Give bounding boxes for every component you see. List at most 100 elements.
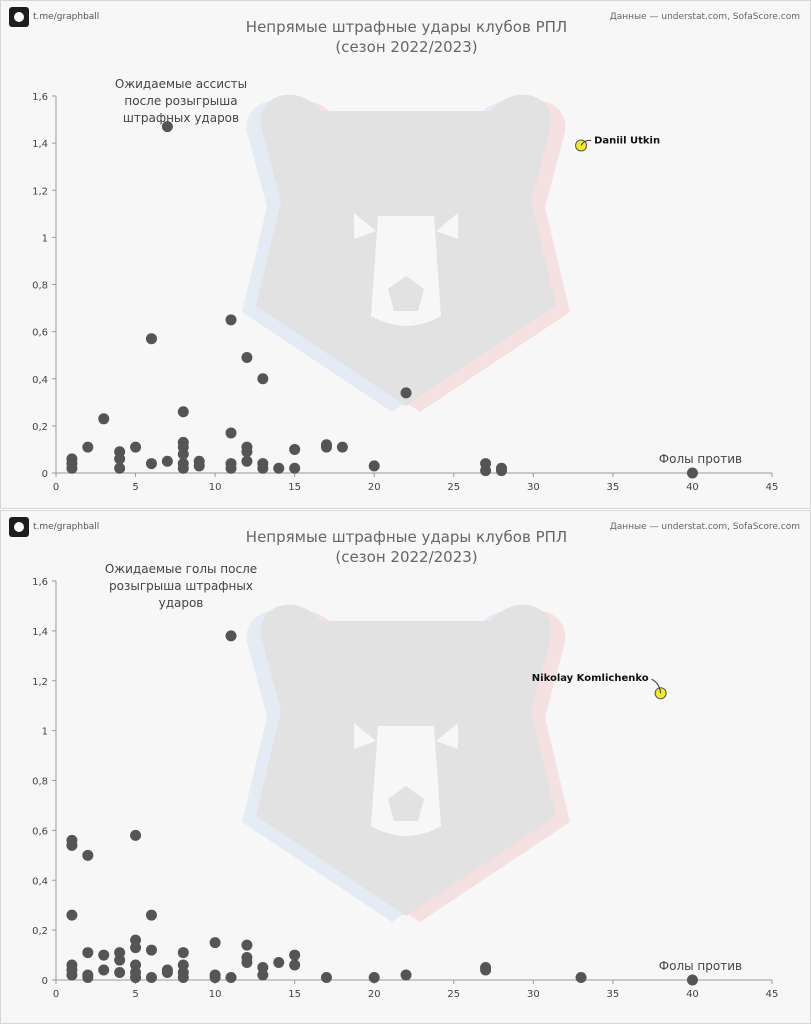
x-tick-label: 15 [288,482,301,493]
chart-title-line1: Непрямые штрафные удары клубов РПЛ [245,528,568,546]
data-point [130,441,142,453]
data-point [368,972,380,984]
bear-nose [388,786,424,821]
data-source: Данные — understat.com, SofaScore.com [609,522,800,532]
data-point [114,462,126,474]
y-tick-label: 1,4 [32,627,48,638]
y-tick-label: 1 [42,727,48,738]
data-point [257,462,269,474]
data-point [400,969,412,981]
football-icon [9,7,29,27]
data-point [273,957,285,969]
data-point [575,972,587,984]
data-point [145,944,157,956]
highlight-label: Daniil Utkin [594,135,660,146]
x-tick-label: 40 [686,989,699,1000]
data-point [177,947,189,959]
chart-title: Непрямые штрафные удары клубов РПЛ (сезо… [1,17,811,57]
data-point [257,969,269,981]
x-axis-label: Фолы против [659,959,742,973]
x-tick-label: 20 [368,989,381,1000]
data-point [66,839,78,851]
data-point [130,972,142,984]
data-point [225,972,237,984]
bear-watermark [242,94,570,412]
data-point [82,849,94,861]
data-point [241,957,253,969]
data-point [145,458,157,470]
data-point [66,969,78,981]
y-tick-label: 0 [42,469,48,480]
y-tick-label: 0,4 [32,375,48,386]
data-point [241,446,253,458]
data-point [257,373,269,385]
data-point [289,462,301,474]
data-source: Данные — understat.com, SofaScore.com [609,12,800,22]
data-point [82,947,94,959]
data-point [209,937,221,949]
bear-watermark [242,604,570,922]
x-tick-label: 30 [527,482,540,493]
data-point [225,427,237,439]
data-point [145,333,157,345]
data-point [145,972,157,984]
data-point [336,441,348,453]
data-point [686,974,698,986]
data-point [686,467,698,479]
data-point [82,972,94,984]
y-axis-label: розыгрыша штрафных [109,579,253,593]
data-point [209,972,221,984]
y-tick-label: 0,4 [32,876,48,887]
data-point [98,964,110,976]
data-point [400,387,412,399]
brand[interactable]: t.me/graphball [9,7,99,27]
x-tick-label: 30 [527,989,540,1000]
x-axis-label: Фолы против [659,452,742,466]
chart-title-line2: (сезон 2022/2023) [335,548,478,566]
data-point [289,443,301,455]
y-tick-label: 1 [42,233,48,244]
x-tick-label: 45 [766,482,779,493]
football-icon [9,517,29,537]
brand-handle: t.me/graphball [33,12,100,22]
x-tick-label: 45 [766,989,779,1000]
bear-nose [388,276,424,311]
y-tick-label: 1,2 [32,186,48,197]
data-point [480,964,492,976]
data-point [177,448,189,460]
data-point [177,462,189,474]
y-tick-label: 0,2 [32,926,48,937]
y-tick-label: 1,2 [32,677,48,688]
y-tick-label: 0,8 [32,777,48,788]
x-tick-label: 35 [607,989,620,1000]
y-axis-label: ударов [159,596,204,610]
x-tick-label: 0 [53,989,59,1000]
x-tick-label: 35 [607,482,620,493]
y-tick-label: 1,4 [32,139,48,150]
chart-title-line2: (сезон 2022/2023) [335,38,478,56]
bear-snout [371,726,441,836]
annotation-leader [651,678,662,694]
bear-snout [371,216,441,326]
data-point [145,909,157,921]
data-point [273,462,285,474]
y-tick-label: 0,6 [32,328,48,339]
data-point [161,455,173,467]
data-point [98,949,110,961]
x-tick-label: 0 [53,482,59,493]
data-point [82,441,94,453]
data-point [480,465,492,477]
brand[interactable]: t.me/graphball [9,517,99,537]
data-point [161,967,173,979]
scatter-plot-goals: 0 5 10 15 20 25 30 35 40 45 0 0,2 0,4 0,6 0,8 1 1,2 1,4 1,… [32,562,779,1000]
data-point [241,939,253,951]
chart-title: Непрямые штрафные удары клубов РПЛ (сезо… [1,527,811,567]
y-tick-label: 1,6 [32,577,48,588]
data-point [161,121,173,133]
data-point [241,455,253,467]
data-point [241,352,253,364]
chart-panel-goals: t.me/graphball Данные — understat.com, S… [0,510,811,1024]
brand-handle: t.me/graphball [33,522,100,532]
x-tick-label: 20 [368,482,381,493]
data-point [66,909,78,921]
